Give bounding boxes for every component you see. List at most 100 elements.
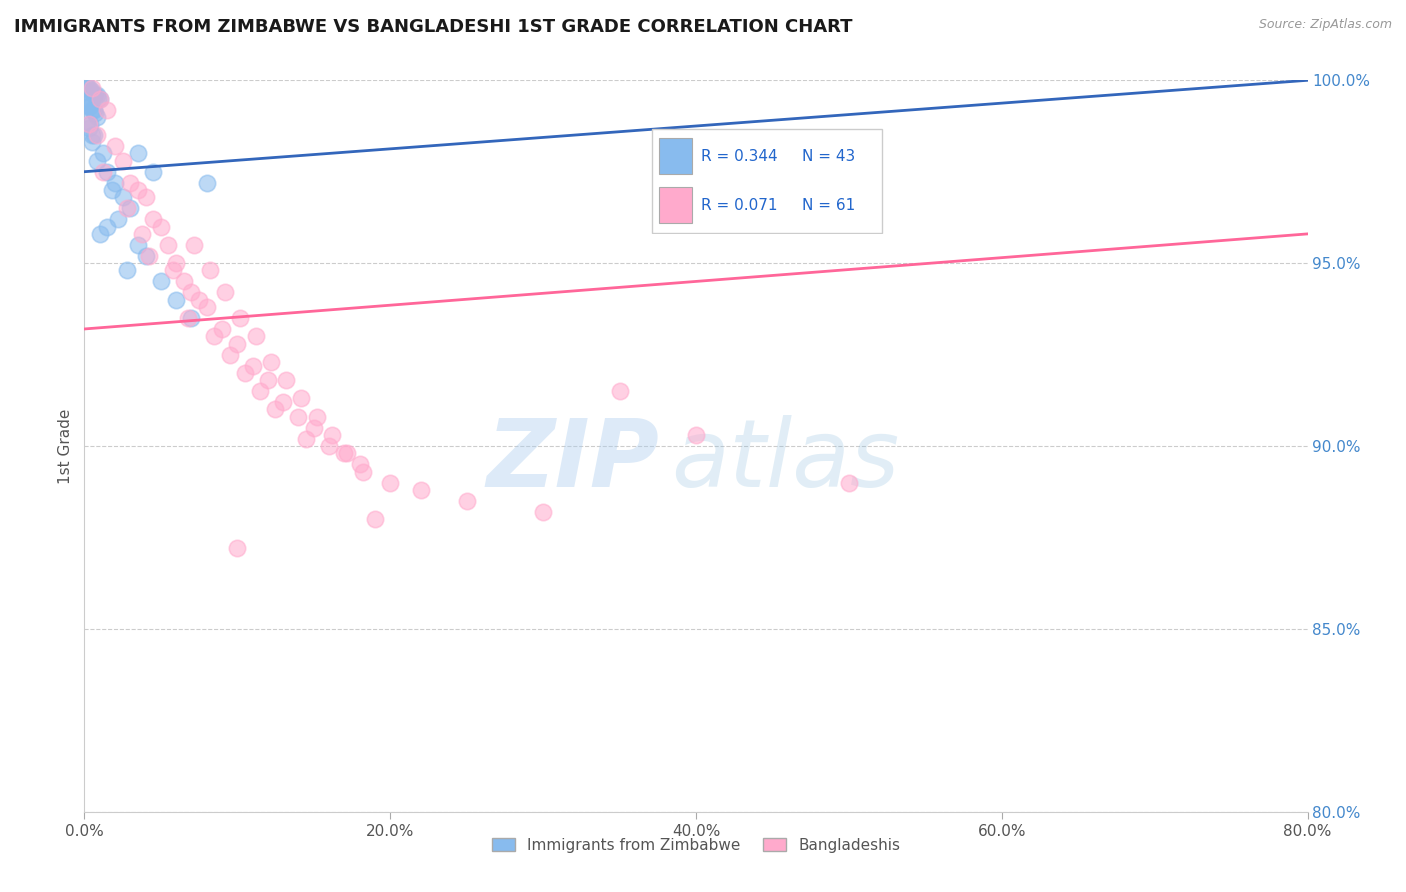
Point	[226, 336, 249, 351]
Point	[86, 110, 108, 124]
Point	[80, 128, 103, 143]
Point	[305, 409, 328, 424]
Text: ZIP: ZIP	[486, 415, 659, 507]
FancyBboxPatch shape	[652, 128, 882, 233]
Point	[86, 153, 108, 168]
Point	[380, 475, 402, 490]
Point	[157, 238, 180, 252]
Y-axis label: 1st Grade: 1st Grade	[58, 409, 73, 483]
Point	[76, 80, 98, 95]
Point	[80, 103, 103, 117]
Point	[165, 293, 187, 307]
Point	[80, 136, 103, 150]
Point	[89, 92, 111, 106]
Point	[77, 117, 100, 131]
Point	[183, 238, 205, 252]
Text: N = 43: N = 43	[801, 149, 855, 164]
Point	[264, 402, 287, 417]
Point	[96, 103, 118, 117]
Point	[75, 95, 97, 110]
FancyBboxPatch shape	[659, 187, 692, 224]
Point	[271, 395, 294, 409]
Point	[318, 439, 340, 453]
Point	[202, 329, 225, 343]
Point	[249, 384, 271, 399]
Text: N = 61: N = 61	[801, 198, 855, 213]
Point	[77, 99, 100, 113]
Point	[127, 183, 149, 197]
Text: R = 0.071: R = 0.071	[702, 198, 778, 213]
Point	[173, 275, 195, 289]
Point	[115, 202, 138, 216]
Point	[685, 428, 707, 442]
FancyBboxPatch shape	[659, 138, 692, 175]
Point	[242, 359, 264, 373]
Point	[302, 421, 325, 435]
Point	[180, 311, 202, 326]
Point	[120, 202, 142, 216]
Point	[290, 392, 312, 406]
Point	[321, 428, 343, 442]
Point	[177, 311, 200, 326]
Point	[104, 139, 127, 153]
Point	[77, 80, 100, 95]
Point	[84, 87, 107, 102]
Point	[149, 219, 172, 234]
Point	[84, 106, 107, 120]
Point	[233, 366, 256, 380]
Point	[838, 475, 860, 490]
Point	[195, 176, 218, 190]
Point	[142, 164, 165, 178]
Point	[87, 92, 110, 106]
Point	[257, 373, 280, 387]
Point	[77, 120, 100, 135]
Point	[89, 92, 111, 106]
Point	[364, 512, 387, 526]
Point	[142, 212, 165, 227]
Point	[245, 329, 267, 343]
Point	[107, 212, 129, 227]
Point	[295, 432, 318, 446]
Point	[162, 263, 184, 277]
Point	[101, 183, 124, 197]
Point	[211, 322, 233, 336]
Point	[609, 384, 631, 399]
Point	[127, 238, 149, 252]
Point	[260, 355, 283, 369]
Point	[229, 311, 252, 326]
Point	[83, 128, 105, 143]
Point	[79, 117, 101, 131]
Point	[218, 348, 240, 362]
Point	[79, 84, 101, 98]
Point	[76, 113, 98, 128]
Point	[135, 190, 157, 204]
Point	[195, 300, 218, 314]
Point	[83, 87, 105, 102]
Point	[456, 494, 478, 508]
Point	[214, 285, 236, 300]
Point	[76, 95, 98, 110]
Point	[120, 176, 142, 190]
Point	[91, 164, 114, 178]
Point	[352, 465, 374, 479]
Point	[127, 146, 149, 161]
Point	[111, 190, 134, 204]
Point	[333, 446, 356, 460]
Point	[349, 458, 371, 472]
Point	[131, 227, 153, 241]
Point	[115, 263, 138, 277]
Point	[138, 249, 160, 263]
Point	[86, 87, 108, 102]
Point	[165, 256, 187, 270]
Point	[149, 275, 172, 289]
Point	[104, 176, 127, 190]
Point	[96, 219, 118, 234]
Point	[180, 285, 202, 300]
Point	[75, 77, 97, 91]
Point	[336, 446, 359, 460]
Point	[135, 249, 157, 263]
Point	[276, 373, 298, 387]
Text: atlas: atlas	[672, 415, 900, 506]
Legend: Immigrants from Zimbabwe, Bangladeshis: Immigrants from Zimbabwe, Bangladeshis	[485, 831, 907, 859]
Point	[79, 99, 101, 113]
